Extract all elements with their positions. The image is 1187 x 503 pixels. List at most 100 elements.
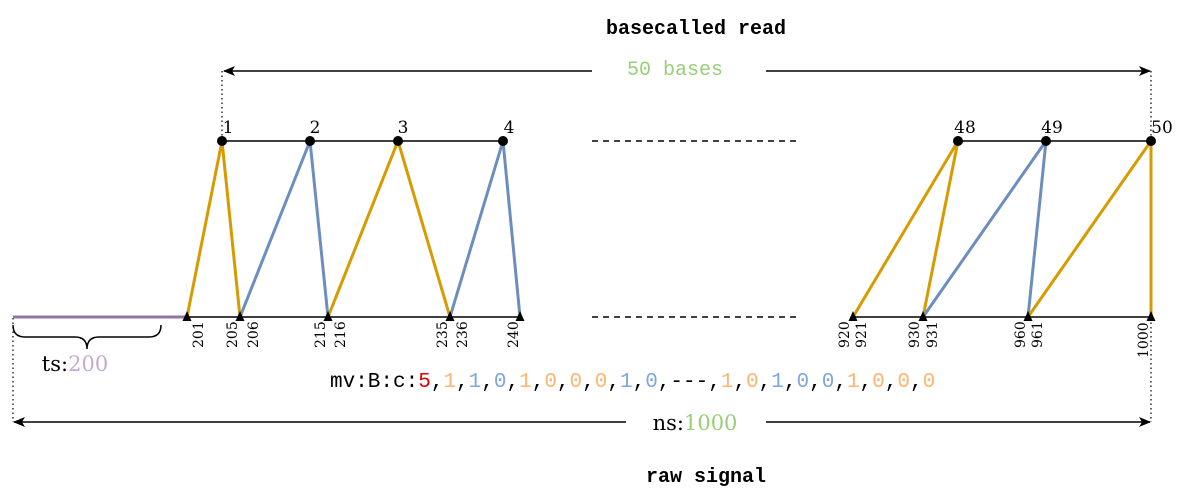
mv-move-5: 0 (570, 371, 583, 394)
mv-move-8: 0 (645, 371, 658, 394)
signal-label-235: 235 (435, 321, 451, 348)
mv-comma: , (834, 371, 847, 394)
mv-comma: , (759, 371, 772, 394)
mv-comma: , (481, 371, 494, 394)
mv-tag: mv:B:c:5,1,1,0,1,0,0,0,1,0,---,1,0,1,0,0… (330, 371, 935, 394)
signal-labels: 201 205 206 215 216 235 236 240 920 921 … (191, 321, 1152, 358)
mv-move-end-3: 0 (796, 371, 809, 394)
mv-ellipsis: --- (670, 371, 708, 394)
signal-marker-206 (235, 311, 245, 321)
base-dot-1 (217, 136, 227, 146)
mv-comma: , (885, 371, 898, 394)
signal-label-236: 236 (455, 321, 471, 348)
base-dot-49 (1041, 136, 1051, 146)
base-dot-50 (1146, 136, 1156, 146)
signal-label-960: 960 (1013, 321, 1029, 348)
mv-move-end-6: 0 (872, 371, 885, 394)
signal-title: raw signal (646, 466, 766, 489)
mapping-lines-left (185, 136, 522, 318)
mv-comma: , (708, 371, 721, 394)
mv-comma: , (733, 371, 746, 394)
map-base-2 (238, 140, 330, 318)
base-dot-48 (953, 136, 963, 146)
mv-comma: , (532, 371, 545, 394)
signal-markers (182, 311, 1156, 321)
mv-move-2: 0 (494, 371, 507, 394)
mv-move-end-2: 1 (771, 371, 784, 394)
mv-move-end-5: 1 (847, 371, 860, 394)
base-dot-3 (393, 136, 403, 146)
signal-label-215: 215 (313, 321, 329, 348)
ns-value: 1000 (684, 411, 737, 435)
read-length-value: 50 (627, 59, 651, 82)
map-base-3 (326, 136, 452, 318)
mv-move-7: 1 (620, 371, 633, 394)
base-label-1: 1 (223, 118, 234, 138)
mapping-lines-right (851, 135, 1153, 318)
mv-prefix: mv:B:c: (330, 371, 418, 394)
signal-label-921: 921 (854, 321, 870, 348)
mv-move-end-1: 0 (746, 371, 759, 394)
ns-label: ns:1000 (653, 411, 738, 435)
signal-marker-236 (445, 311, 455, 321)
mv-comma: , (456, 371, 469, 394)
base-label-4: 4 (504, 118, 515, 138)
read-length-label: 50 bases (627, 59, 723, 82)
base-dot-2 (305, 136, 315, 146)
mv-move-end-7: 0 (897, 371, 910, 394)
signal-marker-1000 (1146, 311, 1156, 321)
mv-comma: , (633, 371, 646, 394)
ts-value: 200 (68, 352, 108, 376)
mv-move-0: 1 (443, 371, 456, 394)
read-length-unit: bases (663, 59, 723, 82)
mv-comma: , (582, 371, 595, 394)
base-label-48: 48 (954, 118, 976, 138)
ns-key: ns: (653, 411, 684, 435)
mv-comma: , (431, 371, 444, 394)
map-base-50 (1026, 136, 1153, 318)
signal-label-920: 920 (837, 321, 853, 348)
signal-label-931: 931 (925, 321, 941, 348)
signal-marker-201 (182, 311, 192, 321)
signal-marker-921 (848, 311, 858, 321)
signal-marker-216 (323, 311, 333, 321)
signal-label-930: 930 (907, 321, 923, 348)
base-label-3: 3 (398, 118, 409, 138)
base-dots (217, 136, 1156, 146)
signal-marker-961 (1023, 311, 1033, 321)
mv-move-end-8: 0 (923, 371, 936, 394)
mv-move-3: 1 (519, 371, 532, 394)
mv-move-6: 0 (595, 371, 608, 394)
mv-comma: , (506, 371, 519, 394)
signal-marker-240 (515, 311, 525, 321)
signal-label-205: 205 (225, 321, 241, 348)
mv-comma: , (809, 371, 822, 394)
mv-stride: 5 (418, 371, 431, 394)
mv-comma: , (557, 371, 570, 394)
ts-brace (12, 324, 162, 350)
signal-label-201: 201 (191, 321, 207, 348)
signal-label-216: 216 (333, 321, 349, 348)
mv-move-end-4: 0 (822, 371, 835, 394)
signal-label-1000: 1000 (1136, 322, 1152, 358)
mv-comma: , (910, 371, 923, 394)
base-dot-4 (498, 136, 508, 146)
base-labels: 1 2 3 4 48 49 50 (223, 118, 1173, 138)
signal-marker-931 (918, 311, 928, 321)
map-base-4 (448, 140, 522, 318)
mv-comma: , (784, 371, 797, 394)
mv-move-end-0: 1 (721, 371, 734, 394)
mv-move-1: 1 (469, 371, 482, 394)
ts-label: ts:200 (42, 352, 108, 376)
signal-label-240: 240 (506, 321, 522, 348)
signal-label-961: 961 (1030, 321, 1046, 348)
mv-comma: , (607, 371, 620, 394)
base-label-2: 2 (310, 118, 321, 138)
mv-move-4: 0 (544, 371, 557, 394)
mv-comma: , (658, 371, 671, 394)
base-label-50: 50 (1151, 118, 1173, 138)
ts-key: ts: (42, 352, 68, 376)
signal-label-206: 206 (246, 321, 262, 348)
read-title: basecalled read (606, 18, 786, 41)
